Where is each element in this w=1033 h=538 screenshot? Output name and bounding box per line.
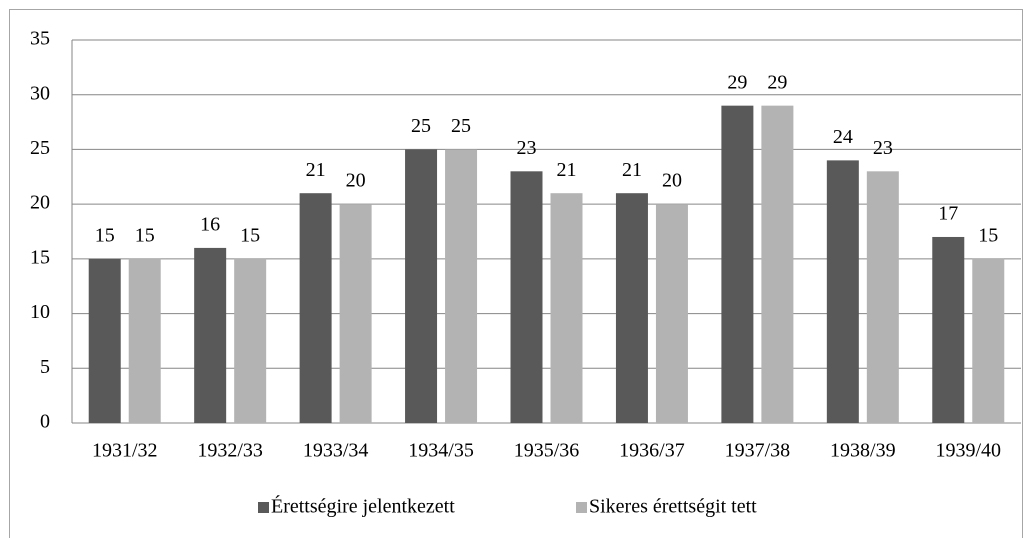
bar — [866, 171, 899, 423]
data-label: 23 — [517, 137, 537, 159]
legend-swatch — [576, 502, 587, 513]
data-label: 16 — [200, 214, 220, 236]
bar — [826, 160, 859, 423]
bar — [234, 258, 267, 423]
data-label: 24 — [833, 126, 853, 148]
x-tick-label: 1936/37 — [619, 440, 685, 462]
data-label: 29 — [727, 71, 747, 93]
bar — [721, 105, 754, 424]
x-tick-label: 1937/38 — [725, 440, 791, 462]
bar — [932, 236, 965, 423]
y-tick-label: 25 — [30, 137, 50, 159]
x-tick-label: 1931/32 — [92, 440, 158, 462]
chart-border — [9, 9, 1023, 538]
legend-label: Érettségire jelentkezett — [271, 495, 455, 518]
bar — [761, 105, 794, 424]
y-tick-label: 30 — [30, 82, 50, 104]
bar — [655, 204, 688, 423]
data-label: 20 — [662, 170, 682, 192]
x-tick-label: 1938/39 — [830, 440, 896, 462]
bar — [299, 193, 332, 423]
bar — [194, 247, 227, 423]
data-label: 15 — [95, 224, 115, 246]
data-label: 23 — [873, 137, 893, 159]
data-label: 25 — [451, 115, 471, 137]
data-label: 21 — [557, 159, 577, 181]
bar — [445, 149, 478, 423]
bar — [510, 171, 543, 423]
bar — [405, 149, 438, 423]
bar — [88, 258, 121, 423]
bar — [972, 258, 1005, 423]
y-tick-label: 15 — [30, 246, 50, 268]
legend-label: Sikeres érettségit tett — [589, 496, 757, 518]
data-label: 15 — [240, 224, 260, 246]
data-label: 21 — [622, 159, 642, 181]
y-tick-label: 5 — [40, 356, 50, 378]
data-label: 15 — [978, 224, 998, 246]
x-tick-label: 1933/34 — [303, 440, 369, 462]
data-label: 17 — [938, 203, 958, 225]
bar — [128, 258, 161, 423]
bar — [339, 204, 372, 423]
y-tick-label: 20 — [30, 192, 50, 214]
y-tick-label: 10 — [30, 301, 50, 323]
x-tick-label: 1935/36 — [514, 440, 580, 462]
data-label: 21 — [306, 159, 326, 181]
x-tick-label: 1934/35 — [408, 440, 474, 462]
data-label: 29 — [767, 71, 787, 93]
bar — [615, 193, 648, 423]
x-tick-label: 1939/40 — [935, 440, 1001, 462]
x-tick-label: 1932/33 — [197, 440, 263, 462]
bar — [550, 193, 583, 423]
legend-swatch — [258, 502, 269, 513]
data-label: 15 — [135, 224, 155, 246]
data-label: 20 — [346, 170, 366, 192]
y-tick-label: 35 — [30, 28, 50, 50]
data-label: 25 — [411, 115, 431, 137]
y-tick-label: 0 — [40, 411, 50, 433]
